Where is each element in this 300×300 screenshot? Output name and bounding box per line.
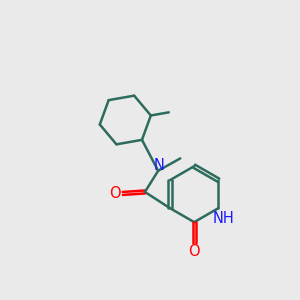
- Text: O: O: [188, 244, 200, 259]
- Text: O: O: [109, 186, 120, 201]
- Text: N: N: [154, 158, 164, 173]
- Text: NH: NH: [213, 211, 235, 226]
